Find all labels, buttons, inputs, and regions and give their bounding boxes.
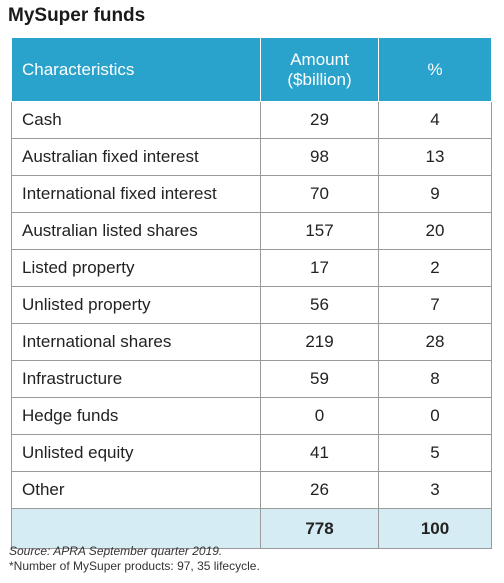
row-percent: 28 <box>378 323 492 361</box>
table-row: Unlisted property 56 7 <box>11 286 492 324</box>
row-amount: 70 <box>260 175 379 213</box>
mysuper-funds-table: Characteristics Amount ($billion) % Cash… <box>11 37 492 549</box>
total-percent: 100 <box>378 508 492 549</box>
row-name: Hedge funds <box>11 397 261 435</box>
row-name: Infrastructure <box>11 360 261 398</box>
row-amount: 98 <box>260 138 379 176</box>
table-row: Cash 29 4 <box>11 101 492 139</box>
table-row: Other 26 3 <box>11 471 492 509</box>
row-amount: 41 <box>260 434 379 472</box>
row-amount: 157 <box>260 212 379 250</box>
row-name: International fixed interest <box>11 175 261 213</box>
row-amount: 29 <box>260 101 379 139</box>
row-percent: 4 <box>378 101 492 139</box>
row-amount: 59 <box>260 360 379 398</box>
total-label <box>11 508 261 549</box>
row-amount: 219 <box>260 323 379 361</box>
footnote: *Number of MySuper products: 97, 35 life… <box>9 559 260 573</box>
row-amount: 0 <box>260 397 379 435</box>
row-name: International shares <box>11 323 261 361</box>
total-row: 778 100 <box>11 508 492 549</box>
row-percent: 13 <box>378 138 492 176</box>
row-percent: 3 <box>378 471 492 509</box>
row-name: Other <box>11 471 261 509</box>
row-percent: 5 <box>378 434 492 472</box>
row-percent: 20 <box>378 212 492 250</box>
table-row: Listed property 17 2 <box>11 249 492 287</box>
row-name: Cash <box>11 101 261 139</box>
header-amount-line1: Amount <box>290 49 349 69</box>
row-percent: 0 <box>378 397 492 435</box>
row-name: Australian fixed interest <box>11 138 261 176</box>
table-notes: Source: APRA September quarter 2019. *Nu… <box>9 544 260 574</box>
header-characteristics: Characteristics <box>11 37 261 102</box>
table-row: International shares 219 28 <box>11 323 492 361</box>
row-name: Australian listed shares <box>11 212 261 250</box>
source-note: Source: APRA September quarter 2019. <box>9 544 223 558</box>
row-name: Unlisted property <box>11 286 261 324</box>
header-amount: Amount ($billion) <box>260 37 379 102</box>
table-row: Unlisted equity 41 5 <box>11 434 492 472</box>
row-name: Unlisted equity <box>11 434 261 472</box>
table-row: International fixed interest 70 9 <box>11 175 492 213</box>
header-amount-line2: ($billion) <box>287 69 352 89</box>
header-row: Characteristics Amount ($billion) % <box>11 37 492 102</box>
row-percent: 7 <box>378 286 492 324</box>
table-row: Hedge funds 0 0 <box>11 397 492 435</box>
row-percent: 2 <box>378 249 492 287</box>
row-amount: 26 <box>260 471 379 509</box>
table-row: Australian fixed interest 98 13 <box>11 138 492 176</box>
header-percent: % <box>378 37 492 102</box>
row-name: Listed property <box>11 249 261 287</box>
row-amount: 17 <box>260 249 379 287</box>
table-row: Infrastructure 59 8 <box>11 360 492 398</box>
table-row: Australian listed shares 157 20 <box>11 212 492 250</box>
total-amount: 778 <box>260 508 379 549</box>
table-title: MySuper funds <box>8 5 146 26</box>
row-amount: 56 <box>260 286 379 324</box>
row-percent: 9 <box>378 175 492 213</box>
row-percent: 8 <box>378 360 492 398</box>
